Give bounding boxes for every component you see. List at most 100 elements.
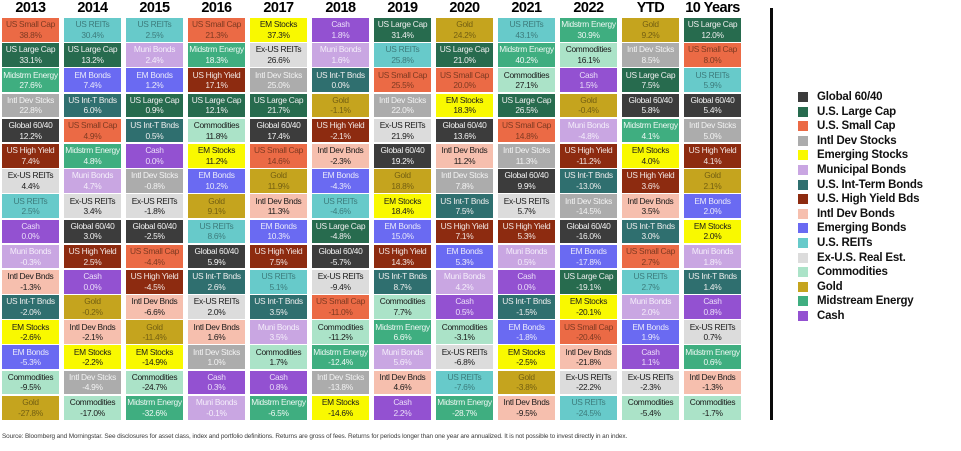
return-cell-emStocks: EM Stocks -2.5% xyxy=(498,345,555,370)
asset-label: EM Bonds xyxy=(508,321,545,332)
return-value: -16.0% xyxy=(576,231,601,242)
return-cell-muniBonds: Muni Bonds 4.2% xyxy=(436,269,493,294)
legend-label: Midstream Energy xyxy=(817,295,914,308)
asset-label: Global 60/40 xyxy=(504,170,549,181)
asset-label: Muni Bonds xyxy=(443,271,486,282)
asset-label: Gold xyxy=(146,321,163,332)
legend-label: U.S. Small Cap xyxy=(817,120,896,133)
asset-label: US REITs xyxy=(75,19,110,30)
asset-label: Global 60/40 xyxy=(566,220,611,231)
legend-swatch-icon xyxy=(798,92,808,102)
return-cell-commodities: Commodities -5.4% xyxy=(622,395,679,420)
asset-label: US Small Cap xyxy=(378,69,427,80)
asset-label: Commodities xyxy=(565,44,612,55)
asset-label: Gold xyxy=(580,94,597,105)
return-cell-emStocks: EM Stocks -2.6% xyxy=(2,320,59,344)
return-value: -24.7% xyxy=(142,382,167,393)
return-value: -0.3% xyxy=(20,256,41,267)
legend-label: Emerging Stocks xyxy=(817,149,908,162)
asset-label: Commodities xyxy=(689,397,736,408)
asset-label: EM Bonds xyxy=(260,220,297,231)
asset-label: EM Bonds xyxy=(12,346,49,357)
return-value: 21.7% xyxy=(267,105,290,116)
return-value: -2.5% xyxy=(144,231,165,242)
asset-label: US High Yield xyxy=(378,245,427,256)
return-value: -2.0% xyxy=(20,306,41,317)
return-value: 7.5% xyxy=(455,206,474,217)
asset-label: US REITs xyxy=(447,371,482,382)
return-value: -4.9% xyxy=(82,382,103,393)
asset-label: Cash xyxy=(331,19,350,30)
return-value: 0.9% xyxy=(145,105,164,116)
asset-label: US REITs xyxy=(695,69,730,80)
return-value: 0.0% xyxy=(331,80,350,91)
asset-label: Intl Dev Stcks xyxy=(689,120,736,130)
return-cell-global6040: Global 60/40 5.8% xyxy=(622,93,679,118)
return-cell-usIntTBnds: US Int-T Bnds -2.0% xyxy=(2,295,59,319)
return-value: 21.9% xyxy=(391,130,414,141)
return-cell-usSmallCap: US Small Cap 4.9% xyxy=(64,118,121,143)
asset-label: US Small Cap xyxy=(502,120,551,130)
return-value: -9.5% xyxy=(516,407,537,418)
return-cell-usREITs: US REITs 5.1% xyxy=(250,269,307,294)
asset-label: US Small Cap xyxy=(316,296,365,307)
asset-label: Ex-US REITs xyxy=(69,195,116,206)
return-value: 4.9% xyxy=(83,130,102,141)
return-value: -4.6% xyxy=(330,206,351,217)
year-column-2022: 2022 Midstrm Energy 30.9% Commodities 16.1% C… xyxy=(560,0,617,421)
asset-label: US High Yield xyxy=(502,220,551,231)
return-cell-usSmallCap: US Small Cap 8.0% xyxy=(684,43,741,67)
return-cell-cash: Cash 2.2% xyxy=(374,395,431,420)
asset-label: Global 60/40 xyxy=(442,120,487,130)
asset-label: EM Bonds xyxy=(322,170,359,181)
return-value: -0.2% xyxy=(82,306,103,317)
asset-label: EM Bonds xyxy=(570,245,607,256)
asset-label: EM Stocks xyxy=(693,220,732,231)
asset-label: US Large Cap xyxy=(315,220,366,231)
return-value: 2.0% xyxy=(641,306,660,317)
return-value: 6.0% xyxy=(83,105,102,116)
asset-label: US Small Cap xyxy=(564,321,613,332)
asset-label: Commodities xyxy=(503,69,550,80)
return-cell-intlDevBnds: Intl Dev Bnds 3.5% xyxy=(622,194,679,218)
asset-label: Intl Dev Bnds xyxy=(7,271,54,282)
asset-label: US Int-T Bnds xyxy=(6,296,55,307)
return-cell-usREITs: US REITs 25.8% xyxy=(374,43,431,67)
legend-item-gold: Gold xyxy=(798,281,923,293)
return-cell-usHighYield: US High Yield 7.5% xyxy=(250,244,307,269)
return-cell-emBonds: EM Bonds 1.2% xyxy=(126,68,183,93)
return-value: 5.3% xyxy=(517,231,536,242)
return-cell-exUSREITs: Ex-US REITs 2.0% xyxy=(188,295,245,319)
return-cell-global6040: Global 60/40 19.2% xyxy=(374,143,431,168)
return-value: -20.1% xyxy=(576,306,601,317)
asset-label: Gold xyxy=(518,371,535,382)
return-cell-emStocks: EM Stocks 11.2% xyxy=(188,143,245,168)
asset-label: Midstrm Energy xyxy=(375,321,430,332)
year-column-2017: 2017 EM Stocks 37.3% Ex-US REITs 26.6% Intl D… xyxy=(250,0,307,421)
return-cell-usREITs: US REITs 2.7% xyxy=(622,269,679,294)
asset-label: Intl Dev Bnds xyxy=(69,321,116,332)
return-cell-intlDevBnds: Intl Dev Bnds 4.6% xyxy=(374,370,431,395)
asset-label: Ex-US REITs xyxy=(255,44,302,55)
return-value: -6.5% xyxy=(268,407,289,418)
return-value: 2.5% xyxy=(21,206,40,217)
asset-label: US Large Cap xyxy=(67,44,118,55)
return-value: 3.4% xyxy=(83,206,102,217)
return-value: 7.5% xyxy=(641,80,660,91)
return-cell-muniBonds: Muni Bonds 3.5% xyxy=(250,320,307,344)
return-cell-emStocks: EM Stocks -2.2% xyxy=(64,345,121,370)
return-cell-usREITs: US REITs -7.6% xyxy=(436,370,493,395)
asset-label: US Large Cap xyxy=(5,44,56,55)
asset-label: US Int-T Bnds xyxy=(626,220,675,231)
return-value: 27.6% xyxy=(19,80,42,91)
return-value: -0.1% xyxy=(206,407,227,418)
legend-label: Municipal Bonds xyxy=(817,163,907,176)
return-value: 5.4% xyxy=(703,105,722,116)
return-cell-exUSREITs: Ex-US REITs 4.4% xyxy=(2,169,59,193)
return-value: 2.0% xyxy=(703,231,722,242)
asset-label: Commodities xyxy=(379,296,426,307)
return-cell-intlDevStocks: Intl Dev Stcks -0.8% xyxy=(126,169,183,193)
asset-label: Intl Dev Stcks xyxy=(627,44,674,55)
return-cell-usIntTBnds: US Int-T Bnds -13.0% xyxy=(560,169,617,193)
return-cell-exUSREITs: Ex-US REITs 5.7% xyxy=(498,194,555,218)
